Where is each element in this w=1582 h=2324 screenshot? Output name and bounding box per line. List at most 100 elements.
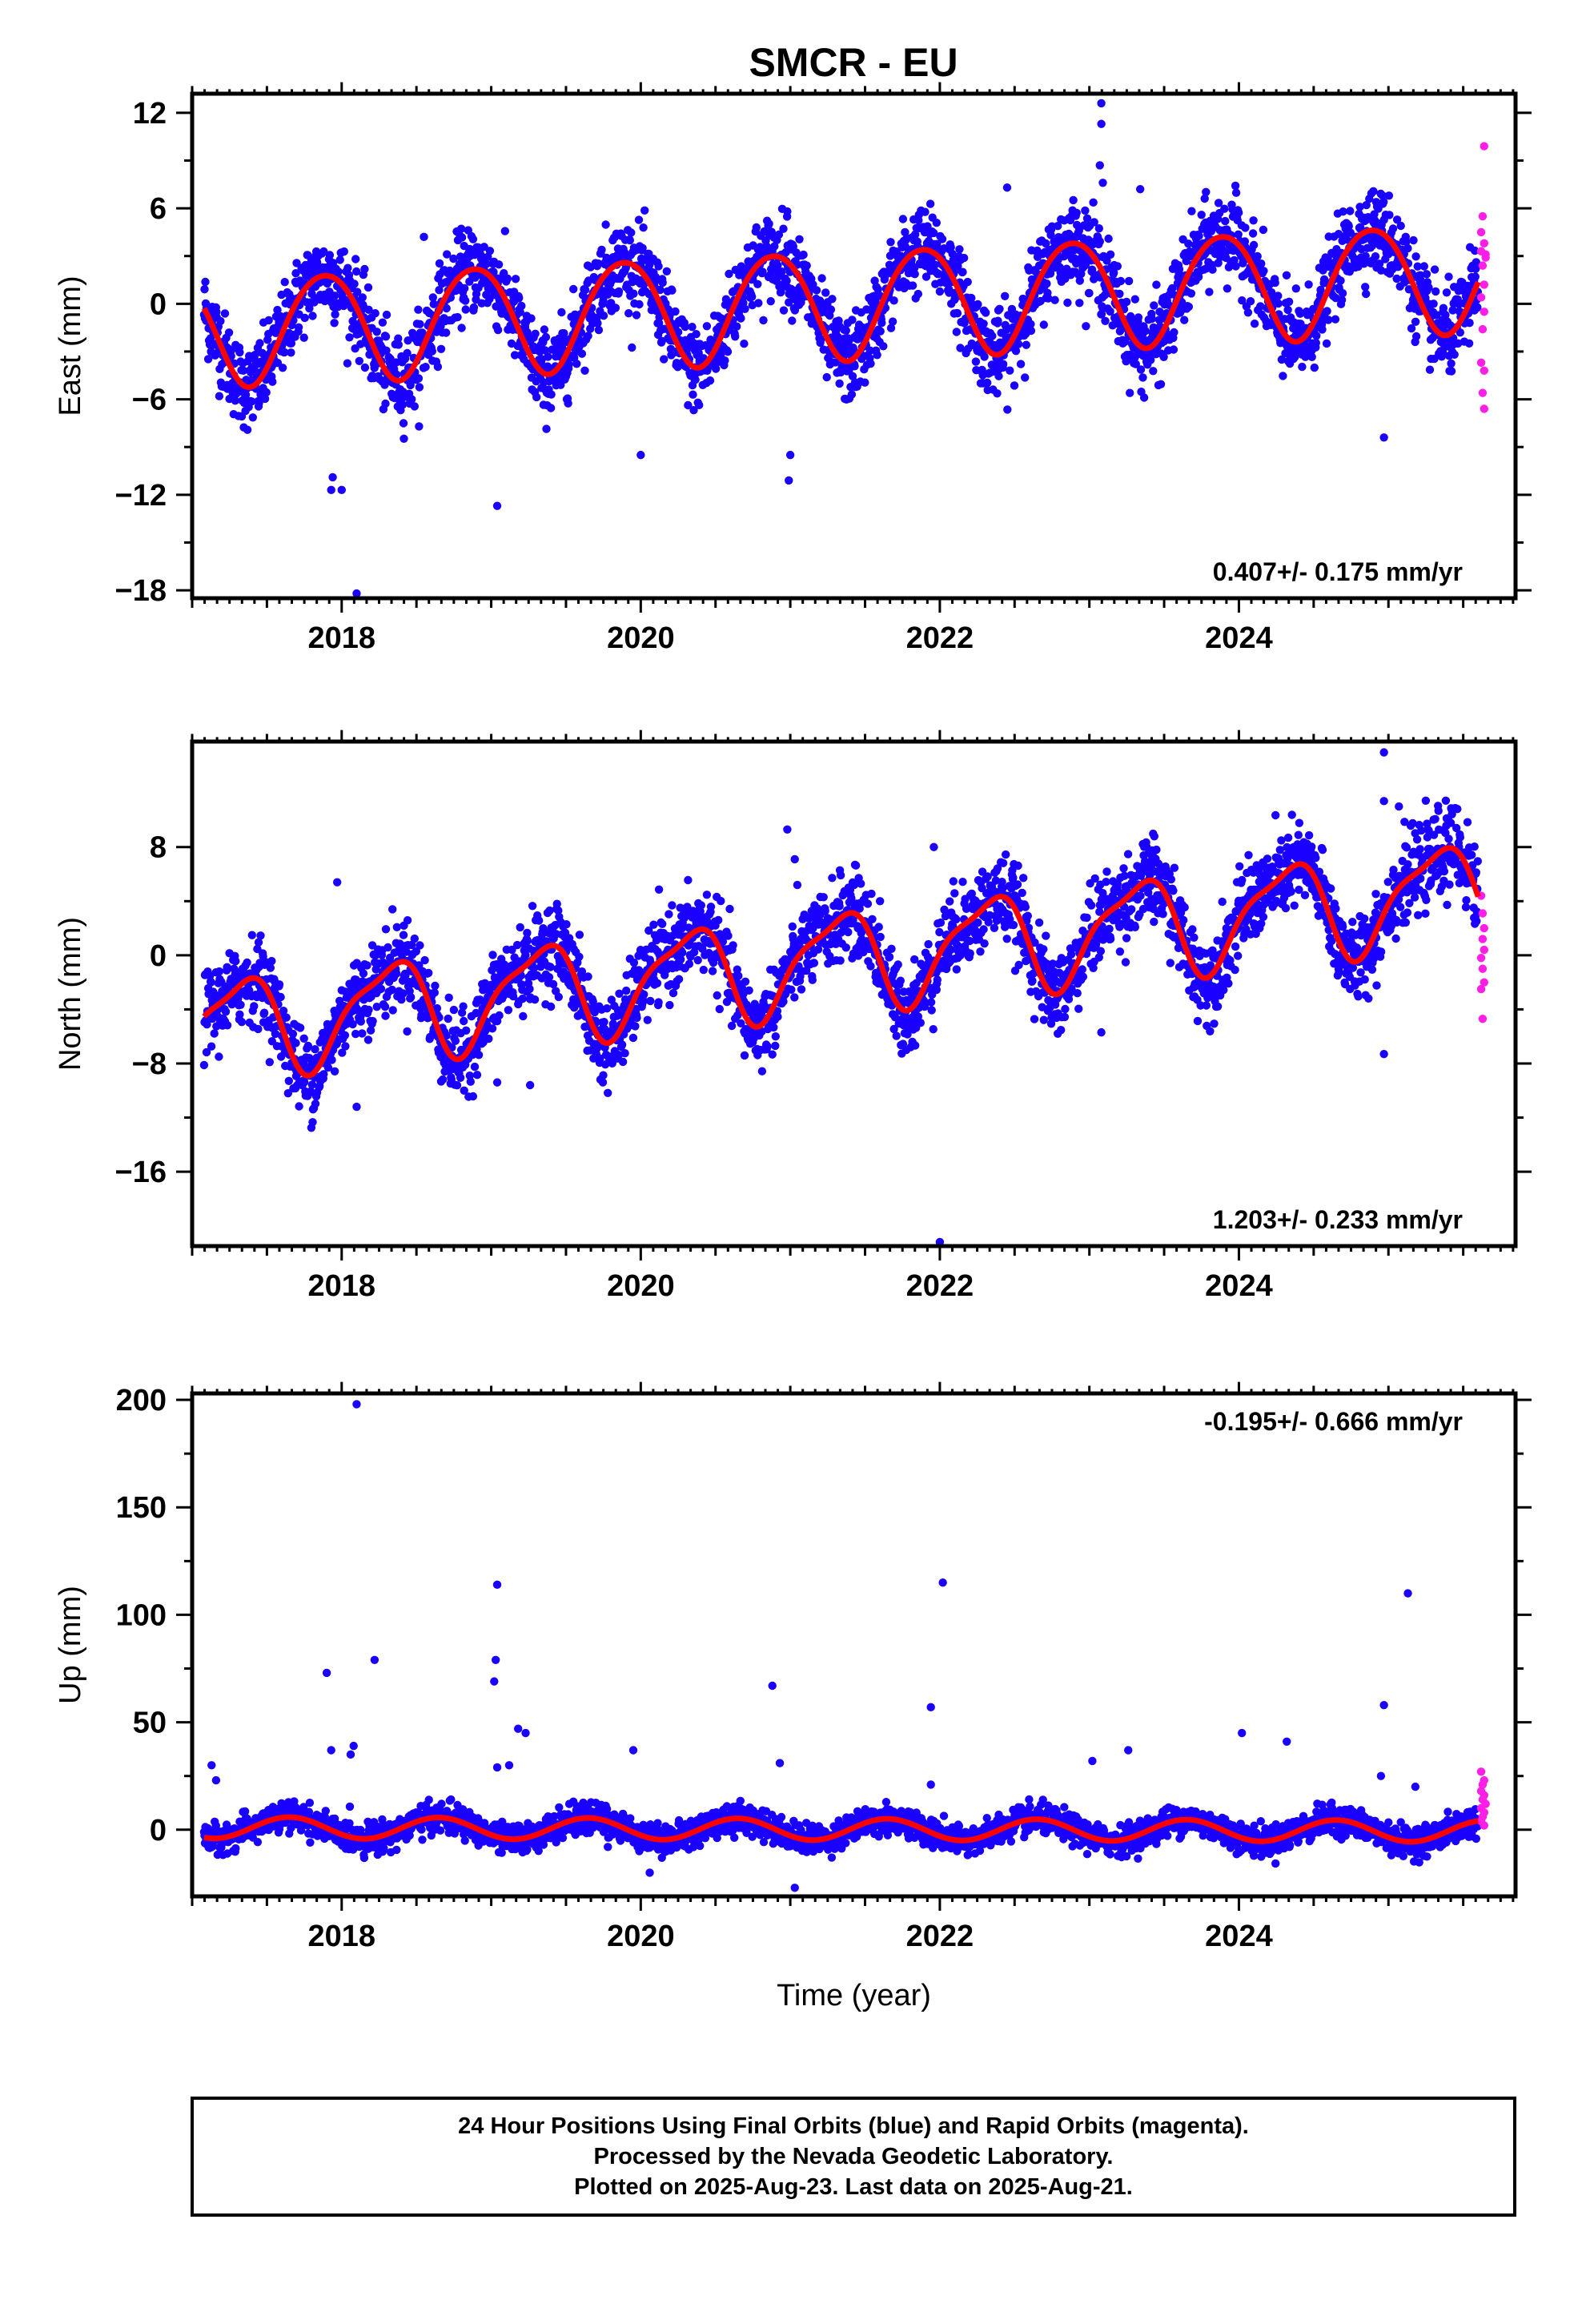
- east-final-point: [1379, 197, 1388, 207]
- east-final-point: [278, 364, 287, 372]
- north-final-point: [236, 1000, 245, 1010]
- east-final-point: [352, 267, 361, 276]
- east-final-point: [1101, 316, 1110, 325]
- north-final-point: [632, 1013, 641, 1023]
- east-final-point: [203, 355, 213, 364]
- north-final-point: [444, 993, 453, 1003]
- east-final-point: [540, 346, 550, 355]
- east-final-point: [443, 250, 452, 259]
- east-final-point: [1221, 216, 1230, 226]
- east-final-point: [1392, 215, 1402, 224]
- east-final-point: [1355, 203, 1364, 211]
- east-final-point: [461, 305, 470, 314]
- east-final-point: [1022, 340, 1031, 349]
- east-final-point: [1180, 316, 1189, 324]
- north-final-point: [299, 1034, 308, 1043]
- east-final-point: [248, 413, 257, 422]
- east-rapid-point: [1480, 239, 1488, 248]
- east-final-point: [403, 348, 412, 358]
- east-final-point: [593, 319, 602, 328]
- east-final-point: [415, 383, 424, 392]
- east-final-point: [382, 310, 391, 320]
- east-rapid-point: [1476, 227, 1486, 237]
- north-final-point: [431, 981, 440, 991]
- north-final-point: [836, 870, 845, 880]
- north-final-point: [341, 1042, 350, 1051]
- east-final-point: [546, 404, 556, 412]
- east-final-point: [908, 281, 917, 290]
- east-final-point: [358, 293, 367, 302]
- east-final-point: [910, 270, 919, 279]
- east-final-point: [461, 296, 470, 305]
- east-final-point: [542, 424, 551, 433]
- north-final-point: [835, 902, 844, 911]
- east-final-point: [681, 322, 689, 332]
- east-final-point: [1284, 297, 1294, 306]
- north-final-point: [254, 938, 263, 947]
- east-final-point: [1429, 300, 1438, 308]
- east-final-point: [774, 230, 784, 239]
- north-final-point: [584, 972, 592, 981]
- east-final-point: [404, 336, 412, 345]
- north-final-point: [466, 1077, 475, 1086]
- north-final-point: [488, 1024, 497, 1033]
- north-final-point: [303, 1041, 312, 1051]
- east-final-point: [380, 380, 389, 389]
- east-final-point: [632, 311, 641, 320]
- east-final-point: [1447, 359, 1456, 368]
- east-final-point: [765, 219, 773, 228]
- north-final-point: [388, 1006, 397, 1015]
- north-final-point: [276, 992, 285, 1002]
- east-final-point: [1214, 199, 1223, 207]
- north-final-point: [223, 1021, 232, 1030]
- east-final-point: [835, 379, 844, 388]
- north-final-point: [474, 1051, 484, 1059]
- east-final-point: [705, 376, 715, 385]
- east-final-point: [1235, 208, 1243, 217]
- east-y-axis-label: East (mm): [54, 275, 87, 416]
- east-final-point: [1044, 294, 1053, 303]
- east-final-point: [415, 422, 424, 431]
- east-final-point: [1307, 352, 1316, 361]
- east-final-point: [1464, 339, 1474, 348]
- east-final-point: [638, 243, 647, 252]
- east-final-point: [1146, 356, 1155, 364]
- east-final-point: [1331, 315, 1340, 324]
- east-final-point: [777, 267, 786, 276]
- east-final-point: [759, 316, 768, 325]
- north-final-point: [518, 994, 527, 1003]
- east-final-point: [1295, 309, 1305, 318]
- east-final-point: [1152, 280, 1161, 289]
- east-outlier-point: [1097, 99, 1106, 108]
- north-final-point: [523, 928, 532, 938]
- north-final-point: [416, 941, 424, 950]
- east-final-point: [1134, 313, 1143, 322]
- north-final-point: [392, 923, 401, 932]
- east-final-point: [351, 255, 360, 263]
- east-final-point: [1184, 239, 1193, 248]
- north-final-point: [658, 919, 667, 929]
- east-final-point: [343, 359, 352, 368]
- east-final-point: [442, 304, 451, 313]
- north-final-point: [628, 1033, 638, 1043]
- east-final-point: [930, 228, 938, 238]
- east-final-point: [335, 255, 344, 264]
- east-final-point: [1271, 278, 1279, 287]
- east-final-point: [1246, 297, 1255, 306]
- north-final-point: [387, 985, 396, 995]
- east-final-point: [1282, 271, 1291, 279]
- north-final-point: [250, 1002, 259, 1011]
- east-final-point: [938, 235, 947, 243]
- east-final-point: [601, 220, 610, 229]
- east-final-point: [877, 319, 886, 328]
- north-final-point: [504, 1006, 513, 1015]
- east-final-point: [1310, 363, 1319, 372]
- east-final-point: [799, 250, 808, 259]
- east-outlier-point: [420, 232, 428, 242]
- east-final-point: [1438, 347, 1447, 356]
- east-y-tick-label: −12: [115, 479, 167, 513]
- east-outlier-point: [785, 476, 793, 485]
- east-final-point: [1136, 365, 1146, 374]
- east-final-point: [433, 362, 443, 372]
- east-final-point: [319, 247, 328, 256]
